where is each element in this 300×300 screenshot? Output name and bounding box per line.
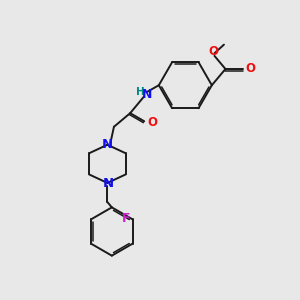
Text: N: N [102, 177, 114, 190]
Text: N: N [142, 88, 153, 101]
Text: N: N [102, 138, 113, 151]
Text: O: O [245, 62, 255, 76]
Text: F: F [122, 212, 130, 225]
Text: H: H [136, 87, 145, 97]
Text: O: O [208, 45, 218, 58]
Text: O: O [147, 116, 157, 129]
